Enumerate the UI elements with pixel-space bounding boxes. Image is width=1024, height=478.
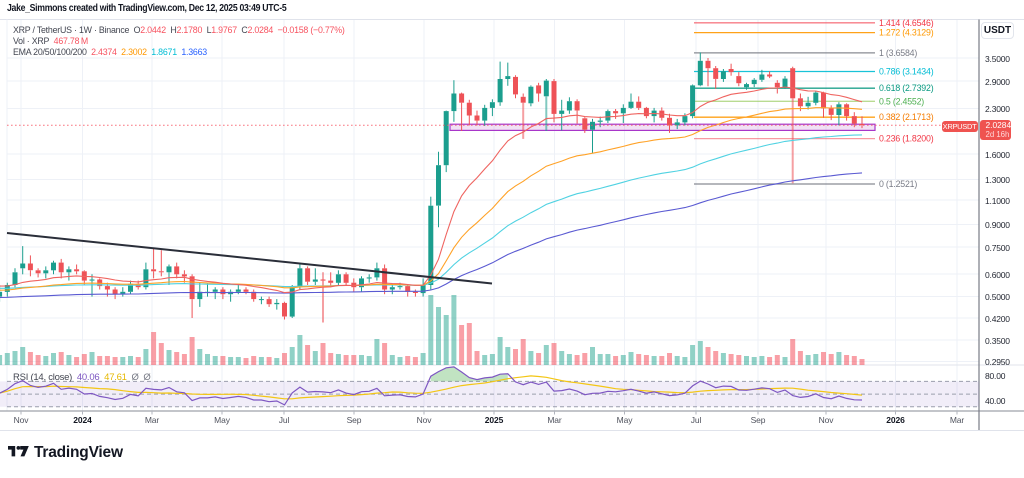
svg-text:0.236 (1.8200): 0.236 (1.8200) — [879, 134, 934, 144]
svg-text:0.786 (3.1434): 0.786 (3.1434) — [879, 67, 934, 77]
svg-text:1 (3.6584): 1 (3.6584) — [879, 48, 917, 58]
svg-text:1.414 (4.6546): 1.414 (4.6546) — [879, 18, 934, 28]
svg-text:1.272 (4.3129): 1.272 (4.3129) — [879, 28, 934, 38]
svg-text:0.618 (2.7392): 0.618 (2.7392) — [879, 83, 934, 93]
svg-text:0.5 (2.4552): 0.5 (2.4552) — [879, 96, 924, 106]
svg-text:0 (1.2521): 0 (1.2521) — [879, 179, 917, 189]
svg-text:0.382 (2.1713): 0.382 (2.1713) — [879, 112, 934, 122]
